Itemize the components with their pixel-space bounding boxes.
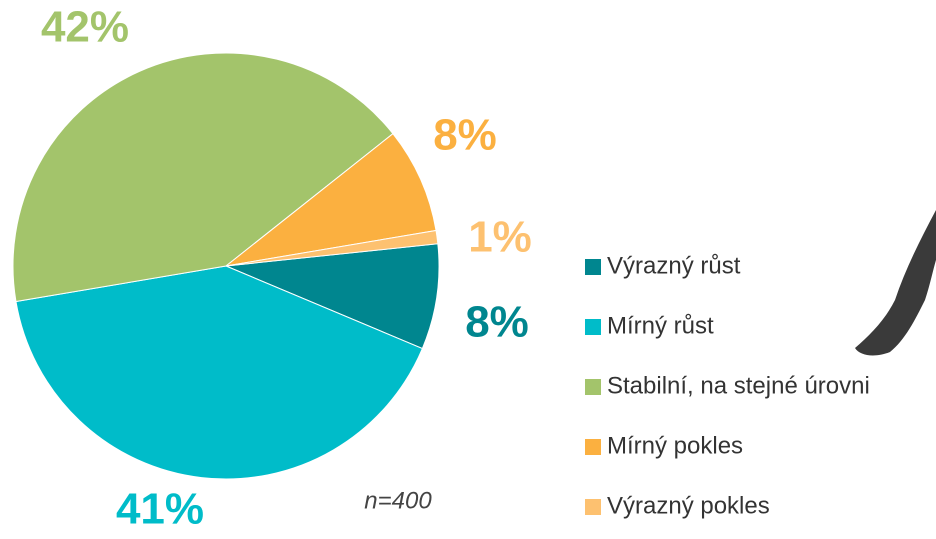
legend-swatch (585, 439, 601, 455)
legend-swatch (585, 499, 601, 515)
pie-slice (225, 132, 437, 267)
legend-label: Výrazný pokles (607, 492, 770, 519)
value-label: 8% (433, 111, 497, 160)
decorative-figure (855, 210, 936, 356)
legend-label: Výrazný růst (607, 252, 741, 279)
sample-size: n=400 (364, 487, 432, 514)
legend-swatch (585, 319, 601, 335)
pie-slice (15, 265, 424, 480)
value-label: 1% (468, 213, 532, 262)
legend-label: Mírný pokles (607, 432, 743, 459)
value-label: 41% (116, 485, 204, 534)
value-label: 42% (41, 3, 129, 52)
pie-slice (225, 229, 439, 267)
pie-slice (12, 52, 394, 303)
legend-swatch (585, 259, 601, 275)
value-label: 8% (465, 298, 529, 347)
legend-swatch (585, 379, 601, 395)
legend-label: Mírný růst (607, 312, 714, 339)
pie-slice (225, 243, 440, 350)
legend-label: Stabilní, na stejné úrovni (607, 372, 870, 399)
